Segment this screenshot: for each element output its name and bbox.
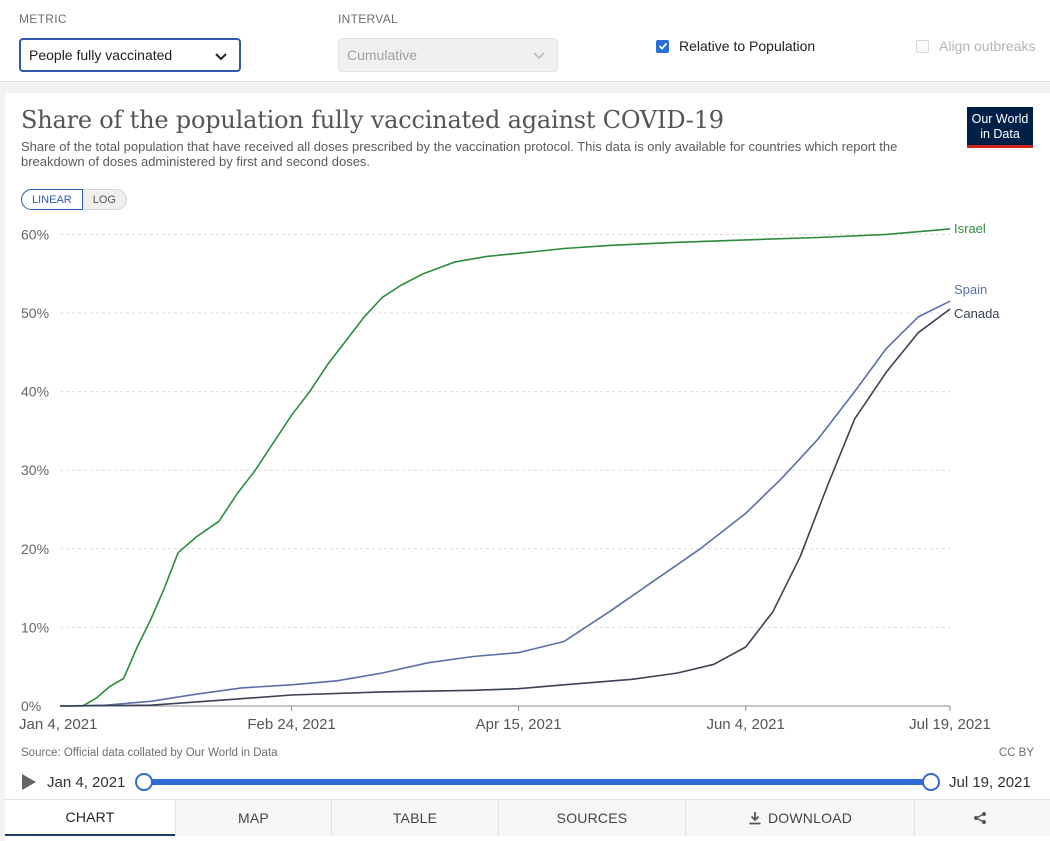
tab-sources[interactable]: SOURCES	[498, 800, 685, 836]
timeline-end-handle[interactable]	[922, 773, 940, 791]
chart-title: Share of the population fully vaccinated…	[21, 106, 724, 134]
tab-label: TABLE	[392, 810, 438, 826]
download-icon	[749, 812, 761, 825]
checkbox-checked-icon[interactable]	[656, 39, 669, 53]
tab-bar: CHART MAP TABLE SOURCES DOWNLOAD	[5, 799, 1050, 836]
tab-download[interactable]: DOWNLOAD	[685, 800, 914, 836]
tab-label: SOURCES	[556, 810, 628, 826]
tab-share[interactable]	[914, 800, 1050, 836]
linear-scale-button[interactable]: LINEAR	[21, 189, 83, 210]
logo-line1: Our World	[971, 112, 1029, 126]
timeline-end-label: Jul 19, 2021	[949, 774, 1031, 791]
interval-select[interactable]: Cumulative	[338, 38, 558, 72]
series-lines	[59, 228, 951, 707]
series-label-canada: Canada	[954, 306, 1000, 321]
logo-line2: in Data	[980, 127, 1020, 141]
x-axis: Jan 4, 2021 Feb 24, 2021 Apr 15, 2021 Jun 4…	[19, 706, 991, 733]
align-outbreaks-label: Align outbreaks	[939, 38, 1036, 54]
series-line-spain	[59, 300, 951, 707]
y-tick-label: 40%	[21, 384, 49, 400]
x-tick-label: Jun 4, 2021	[706, 716, 784, 733]
series-labels: Israel Spain Canada	[954, 221, 1000, 321]
relative-to-population-label: Relative to Population	[679, 38, 816, 54]
y-tick-label: 60%	[21, 226, 49, 242]
chart-card: Share of the population fully vaccinated…	[5, 93, 1050, 841]
chevron-down-icon	[533, 52, 545, 60]
y-tick-label: 0%	[21, 698, 41, 714]
chart-subtitle: Share of the total population that have …	[21, 139, 898, 169]
gridlines	[60, 233, 950, 707]
timeline-track[interactable]	[144, 779, 931, 785]
metric-select-value: People fully vaccinated	[29, 47, 173, 63]
line-chart: 0% 10% 20% 30% 40% 50% 60% Jan 4, 2021 Feb 24, …	[19, 221, 1000, 733]
timeline-start-label: Jan 4, 2021	[47, 774, 126, 791]
series-label-israel: Israel	[954, 221, 986, 236]
series-label-spain: Spain	[954, 282, 987, 297]
tab-label: DOWNLOAD	[767, 810, 853, 826]
y-tick-label: 20%	[21, 541, 49, 557]
log-scale-button[interactable]: LOG	[82, 189, 127, 210]
checkbox-unchecked-icon[interactable]	[916, 39, 929, 53]
relative-to-population-checkbox[interactable]: Relative to Population	[656, 38, 815, 54]
align-outbreaks-checkbox[interactable]: Align outbreaks	[916, 38, 1036, 54]
chevron-down-icon	[215, 53, 227, 61]
series-line-israel	[60, 228, 951, 707]
tab-label: CHART	[65, 809, 115, 825]
y-tick-label: 30%	[21, 462, 49, 478]
interval-select-value: Cumulative	[347, 47, 418, 63]
x-tick-label: Jul 19, 2021	[909, 716, 991, 733]
tab-table[interactable]: TABLE	[331, 800, 498, 836]
y-axis: 0% 10% 20% 30% 40% 50% 60%	[21, 226, 49, 714]
x-tick-label: Jan 4, 2021	[19, 716, 97, 733]
source-note[interactable]: Source: Official data collated by Our Wo…	[21, 747, 278, 759]
interval-label: INTERVAL	[338, 12, 398, 26]
tab-map[interactable]: MAP	[175, 800, 331, 836]
play-icon[interactable]	[22, 774, 36, 790]
tab-chart[interactable]: CHART	[5, 800, 175, 836]
x-tick-label: Feb 24, 2021	[247, 716, 335, 733]
y-tick-label: 10%	[21, 619, 49, 635]
tab-label: MAP	[238, 810, 269, 826]
timeline-start-handle[interactable]	[135, 773, 153, 791]
x-tick-label: Apr 15, 2021	[476, 716, 562, 733]
share-icon	[973, 812, 986, 824]
owid-logo[interactable]: Our World in Data	[967, 107, 1033, 148]
metric-label: METRIC	[19, 12, 67, 26]
scale-toggle: LINEAR LOG	[21, 189, 127, 210]
controls-bar: METRIC People fully vaccinated INTERVAL …	[0, 0, 1050, 82]
series-line-canada	[59, 308, 951, 707]
metric-select[interactable]: People fully vaccinated	[19, 38, 241, 72]
license-label[interactable]: CC BY	[998, 747, 1034, 759]
y-tick-label: 50%	[21, 305, 49, 321]
